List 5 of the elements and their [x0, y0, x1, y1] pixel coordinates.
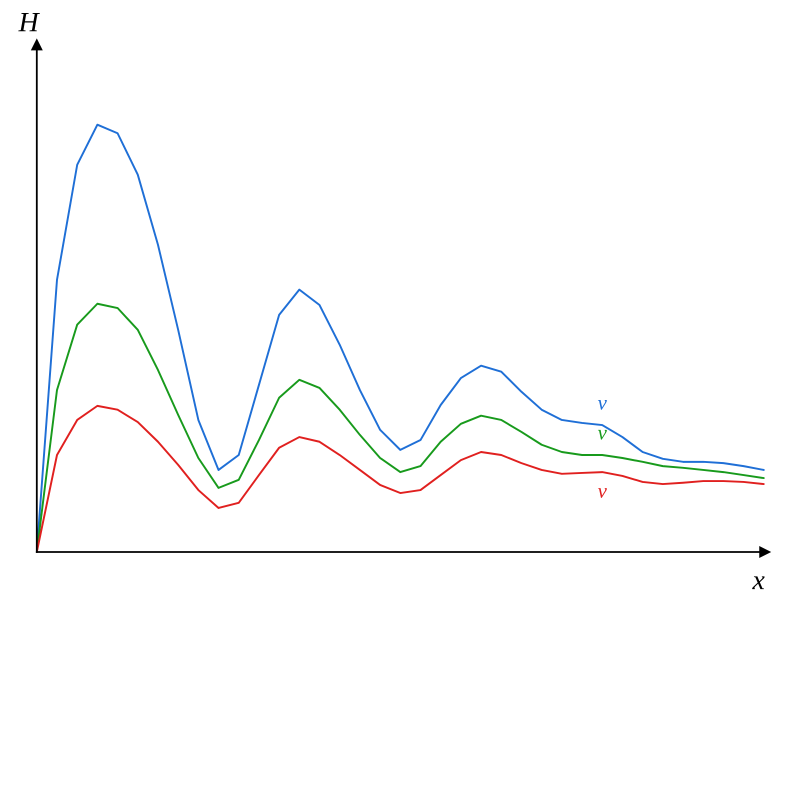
x-axis-title: x: [752, 576, 765, 590]
series-label: v: [598, 488, 607, 498]
series-label: v: [598, 400, 607, 410]
series-label: v: [598, 430, 607, 440]
y-axis-title: H: [18, 13, 40, 32]
